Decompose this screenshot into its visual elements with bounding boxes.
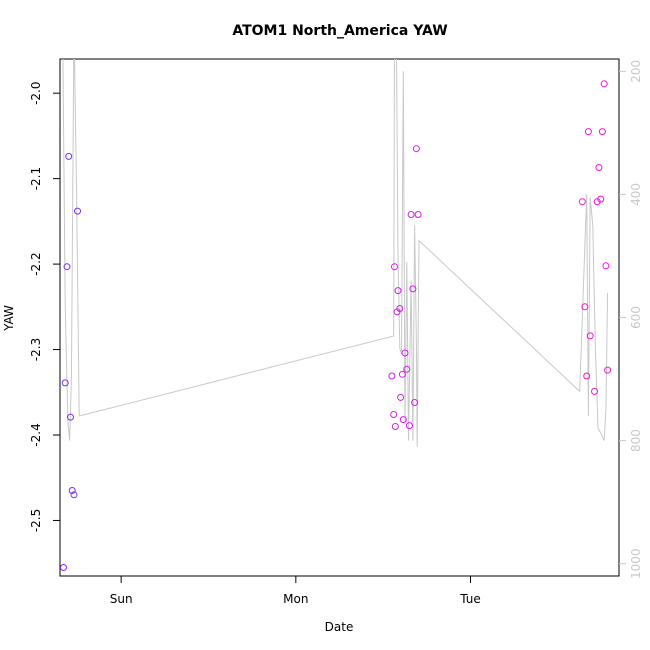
data-point xyxy=(581,303,589,311)
data-point xyxy=(67,413,74,421)
data-point xyxy=(578,198,586,206)
data-point xyxy=(414,211,422,218)
data-point xyxy=(604,366,612,374)
y-axis-right: 200 400 600 800 1000 xyxy=(619,60,643,579)
data-point xyxy=(583,372,591,380)
y-left-tick-label: -2.0 xyxy=(29,81,43,104)
data-point xyxy=(396,305,404,312)
data-point xyxy=(598,128,606,136)
series-line xyxy=(62,59,609,447)
x-axis: Sun Mon Tue xyxy=(110,576,481,606)
y-right-tick-label: 800 xyxy=(629,429,643,452)
y-left-tick-label: -2.5 xyxy=(29,509,43,532)
plot-frame xyxy=(59,58,620,577)
data-point xyxy=(586,332,594,340)
chart-title: ATOM1 North_America YAW xyxy=(232,23,447,39)
data-point xyxy=(394,287,402,295)
y-left-tick-label: -2.4 xyxy=(29,423,43,446)
data-point xyxy=(63,263,71,271)
data-point xyxy=(397,393,405,401)
data-point xyxy=(401,349,409,357)
data-point xyxy=(405,422,413,430)
y-right-tick-label: 1000 xyxy=(629,548,643,579)
line-layer xyxy=(62,59,609,447)
data-point xyxy=(591,387,598,395)
data-point xyxy=(74,207,81,215)
y-axis-label: YAW xyxy=(2,305,16,332)
y-left-tick-label: -2.1 xyxy=(29,167,43,190)
data-point xyxy=(390,411,398,418)
x-tick-label: Tue xyxy=(459,592,481,606)
data-point xyxy=(407,211,415,218)
y-right-tick-label: 200 xyxy=(629,60,643,83)
data-point xyxy=(595,164,603,171)
y-left-tick-label: -2.3 xyxy=(29,338,43,361)
data-point xyxy=(60,564,67,571)
data-point xyxy=(391,423,399,430)
data-point xyxy=(412,145,420,153)
data-point xyxy=(584,128,592,136)
data-point xyxy=(61,379,69,387)
data-point xyxy=(391,263,398,271)
x-tick-label: Mon xyxy=(283,592,308,606)
y-left-tick-label: -2.2 xyxy=(29,252,43,275)
data-point xyxy=(65,152,73,160)
data-point xyxy=(600,80,608,88)
data-point xyxy=(398,370,406,378)
x-axis-label: Date xyxy=(325,620,354,634)
y-axis-left: -2.5 -2.4 -2.3 -2.2 -2.1 -2.0 xyxy=(29,81,60,532)
data-point xyxy=(602,262,610,270)
data-point xyxy=(411,399,419,406)
data-point xyxy=(70,491,78,499)
x-tick-label: Sun xyxy=(110,592,133,606)
data-point xyxy=(597,195,605,203)
y-right-tick-label: 400 xyxy=(629,183,643,206)
data-point xyxy=(68,487,76,494)
data-point xyxy=(403,365,411,373)
data-point xyxy=(399,416,407,424)
y-right-tick-label: 600 xyxy=(629,306,643,329)
data-point xyxy=(388,372,396,380)
data-point xyxy=(409,285,417,293)
points-layer xyxy=(60,80,612,571)
